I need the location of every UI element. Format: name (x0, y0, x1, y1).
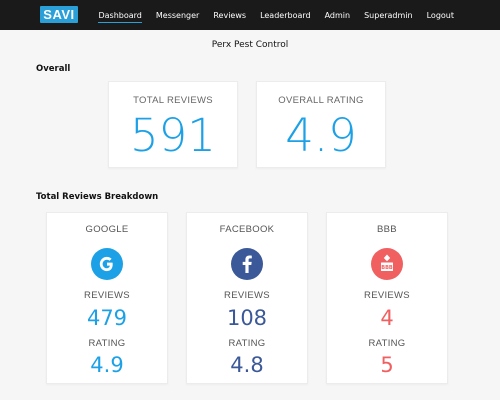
breakdown-section-title: Total Reviews Breakdown (36, 192, 159, 202)
bbb-card: BBB BBB REVIEWS 4 RATING 5 (326, 212, 448, 384)
overall-rating-card: OVERALL RATING 4.9 (256, 81, 386, 168)
facebook-icon (231, 248, 263, 280)
nav-link-messenger[interactable]: Messenger (155, 10, 200, 20)
nav-link-logout[interactable]: Logout (426, 10, 454, 20)
google-icon (91, 248, 123, 280)
overall-section-title: Overall (36, 64, 71, 74)
savi-logo[interactable]: SAVI (40, 6, 78, 23)
top-navbar: SAVI Dashboard Messenger Reviews Leaderb… (0, 0, 500, 30)
nav-link-reviews[interactable]: Reviews (213, 10, 247, 20)
reviews-label: REVIEWS (364, 290, 410, 301)
google-reviews-value: 479 (86, 306, 128, 330)
nav-link-superadmin[interactable]: Superadmin (364, 10, 413, 20)
page-title: Perx Pest Control (211, 40, 289, 50)
bbb-reviews-value: 4 (380, 306, 394, 330)
facebook-reviews-value: 108 (226, 306, 268, 330)
total-reviews-card: TOTAL REVIEWS 591 (108, 81, 238, 168)
total-reviews-label: TOTAL REVIEWS (133, 95, 213, 106)
nav-links: Dashboard Messenger Reviews Leaderboard … (84, 0, 454, 30)
source-name: GOOGLE (85, 224, 129, 235)
bbb-icon: BBB (371, 248, 403, 280)
google-card: GOOGLE REVIEWS 479 RATING 4.9 (46, 212, 168, 384)
nav-link-admin[interactable]: Admin (324, 10, 351, 20)
source-name: BBB (377, 224, 397, 235)
rating-label: RATING (368, 338, 406, 349)
nav-link-leaderboard[interactable]: Leaderboard (260, 10, 311, 20)
overall-rating-label: OVERALL RATING (278, 95, 364, 106)
total-reviews-value: 591 (130, 109, 216, 162)
nav-link-dashboard[interactable]: Dashboard (98, 10, 143, 23)
rating-label: RATING (228, 338, 266, 349)
bbb-rating-value: 5 (380, 353, 394, 377)
reviews-label: REVIEWS (84, 290, 130, 301)
source-name: FACEBOOK (219, 224, 275, 235)
rating-label: RATING (88, 338, 126, 349)
facebook-card: FACEBOOK REVIEWS 108 RATING 4.8 (186, 212, 308, 384)
google-rating-value: 4.9 (90, 353, 124, 377)
reviews-label: REVIEWS (224, 290, 270, 301)
overall-rating-value: 4.9 (285, 109, 357, 162)
facebook-rating-value: 4.8 (230, 353, 264, 377)
svg-text:BBB: BBB (381, 265, 393, 271)
